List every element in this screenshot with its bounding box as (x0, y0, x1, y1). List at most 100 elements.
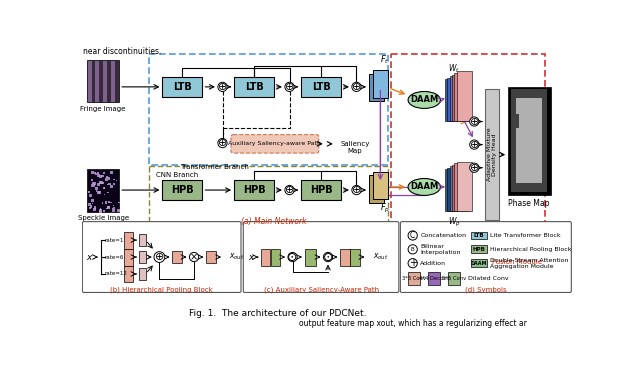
Text: ⊕: ⊕ (218, 82, 227, 92)
Bar (111, 209, 115, 211)
Text: ×: × (190, 252, 198, 262)
Bar (140, 234, 145, 246)
Text: Saliency
Map: Saliency Map (340, 141, 370, 154)
Bar (103, 210, 104, 212)
Bar (124, 232, 133, 249)
Text: B: B (411, 247, 415, 252)
Bar (542, 125, 547, 142)
Text: Double-Stream Attention
Aggregation Module: Double-Stream Attention Aggregation Modu… (490, 258, 568, 269)
Bar (113, 179, 115, 180)
Circle shape (352, 186, 361, 195)
Text: output feature map xout, which has a regularizing effect ar: output feature map xout, which has a reg… (299, 319, 527, 328)
Text: +: + (409, 258, 417, 268)
Bar (100, 208, 101, 210)
Text: rate=6: rate=6 (105, 255, 124, 260)
Bar (89, 207, 91, 209)
Bar (149, 166, 388, 255)
Text: Phase Map: Phase Map (508, 198, 550, 207)
Bar (108, 177, 110, 180)
Text: DAAM: DAAM (410, 95, 438, 105)
Bar (98, 191, 100, 194)
Text: Speckle Image: Speckle Image (77, 216, 129, 221)
Text: Addition: Addition (420, 261, 447, 266)
Bar (149, 54, 388, 165)
Text: $x_{out}$: $x_{out}$ (372, 252, 388, 262)
Bar (372, 70, 388, 98)
Bar (163, 180, 202, 200)
Bar (340, 249, 349, 266)
Bar (508, 87, 550, 195)
Text: ⊕: ⊕ (470, 116, 479, 127)
Bar (110, 201, 111, 203)
Bar (95, 190, 97, 192)
Text: (c) Auxiliary Saliency-Aware Path: (c) Auxiliary Saliency-Aware Path (264, 286, 379, 293)
Bar (117, 210, 120, 213)
Text: ⊕: ⊕ (470, 139, 479, 150)
Text: HPB: HPB (171, 185, 194, 195)
Bar (100, 181, 103, 184)
Text: $x_{out}$: $x_{out}$ (230, 252, 245, 262)
Bar (106, 177, 108, 178)
Bar (408, 272, 420, 285)
Bar (99, 209, 102, 212)
Bar (104, 178, 108, 181)
Circle shape (470, 140, 479, 149)
Bar (97, 191, 100, 194)
Bar (97, 171, 99, 174)
Bar (350, 249, 360, 266)
Bar (108, 192, 109, 193)
Bar (102, 202, 104, 204)
Text: Dilated Conv: Dilated Conv (468, 276, 509, 281)
Text: ⊕: ⊕ (352, 82, 361, 92)
Bar (92, 61, 95, 102)
FancyBboxPatch shape (83, 221, 241, 292)
Bar (106, 176, 108, 178)
Bar (452, 75, 467, 121)
Text: ⊕: ⊕ (470, 163, 479, 173)
Bar (471, 246, 486, 253)
Bar (140, 251, 145, 263)
Bar (163, 77, 202, 97)
Text: Adaptive Mixture
Density Head: Adaptive Mixture Density Head (486, 128, 497, 181)
Bar (115, 61, 118, 102)
Bar (261, 249, 270, 266)
Text: Concatenation: Concatenation (420, 233, 467, 238)
Text: $W_p$: $W_p$ (448, 216, 461, 229)
Text: $W_t$: $W_t$ (449, 63, 460, 75)
Bar (445, 79, 460, 121)
Bar (118, 201, 120, 203)
Text: $F_t$: $F_t$ (380, 53, 390, 66)
Bar (95, 187, 99, 190)
Text: C: C (410, 231, 415, 240)
Circle shape (408, 245, 417, 254)
Bar (97, 183, 100, 186)
Bar (372, 171, 388, 199)
Circle shape (189, 252, 198, 262)
Bar (454, 163, 470, 211)
Bar (87, 169, 119, 211)
Circle shape (352, 82, 361, 92)
Text: x: x (248, 253, 253, 262)
Bar (172, 251, 182, 263)
Text: Hierarchical Pooling Block: Hierarchical Pooling Block (490, 247, 572, 252)
Bar (101, 182, 104, 184)
Bar (447, 168, 463, 211)
Text: rate=1: rate=1 (105, 237, 124, 243)
Bar (108, 206, 109, 209)
Bar (124, 266, 133, 282)
Bar (391, 54, 545, 262)
Text: Fusion Module: Fusion Module (492, 259, 542, 265)
Bar (95, 173, 97, 175)
Bar (88, 61, 92, 102)
Text: CNN Branch: CNN Branch (156, 173, 198, 178)
Bar (140, 268, 145, 280)
Bar (516, 98, 542, 183)
Bar (88, 203, 91, 206)
Circle shape (408, 231, 417, 240)
Circle shape (285, 82, 294, 92)
Bar (456, 161, 472, 211)
FancyBboxPatch shape (401, 221, 572, 292)
Bar (92, 203, 93, 204)
Text: DAAM: DAAM (410, 183, 438, 191)
Text: Fig. 1.  The architecture of our PDCNet.: Fig. 1. The architecture of our PDCNet. (189, 309, 367, 318)
